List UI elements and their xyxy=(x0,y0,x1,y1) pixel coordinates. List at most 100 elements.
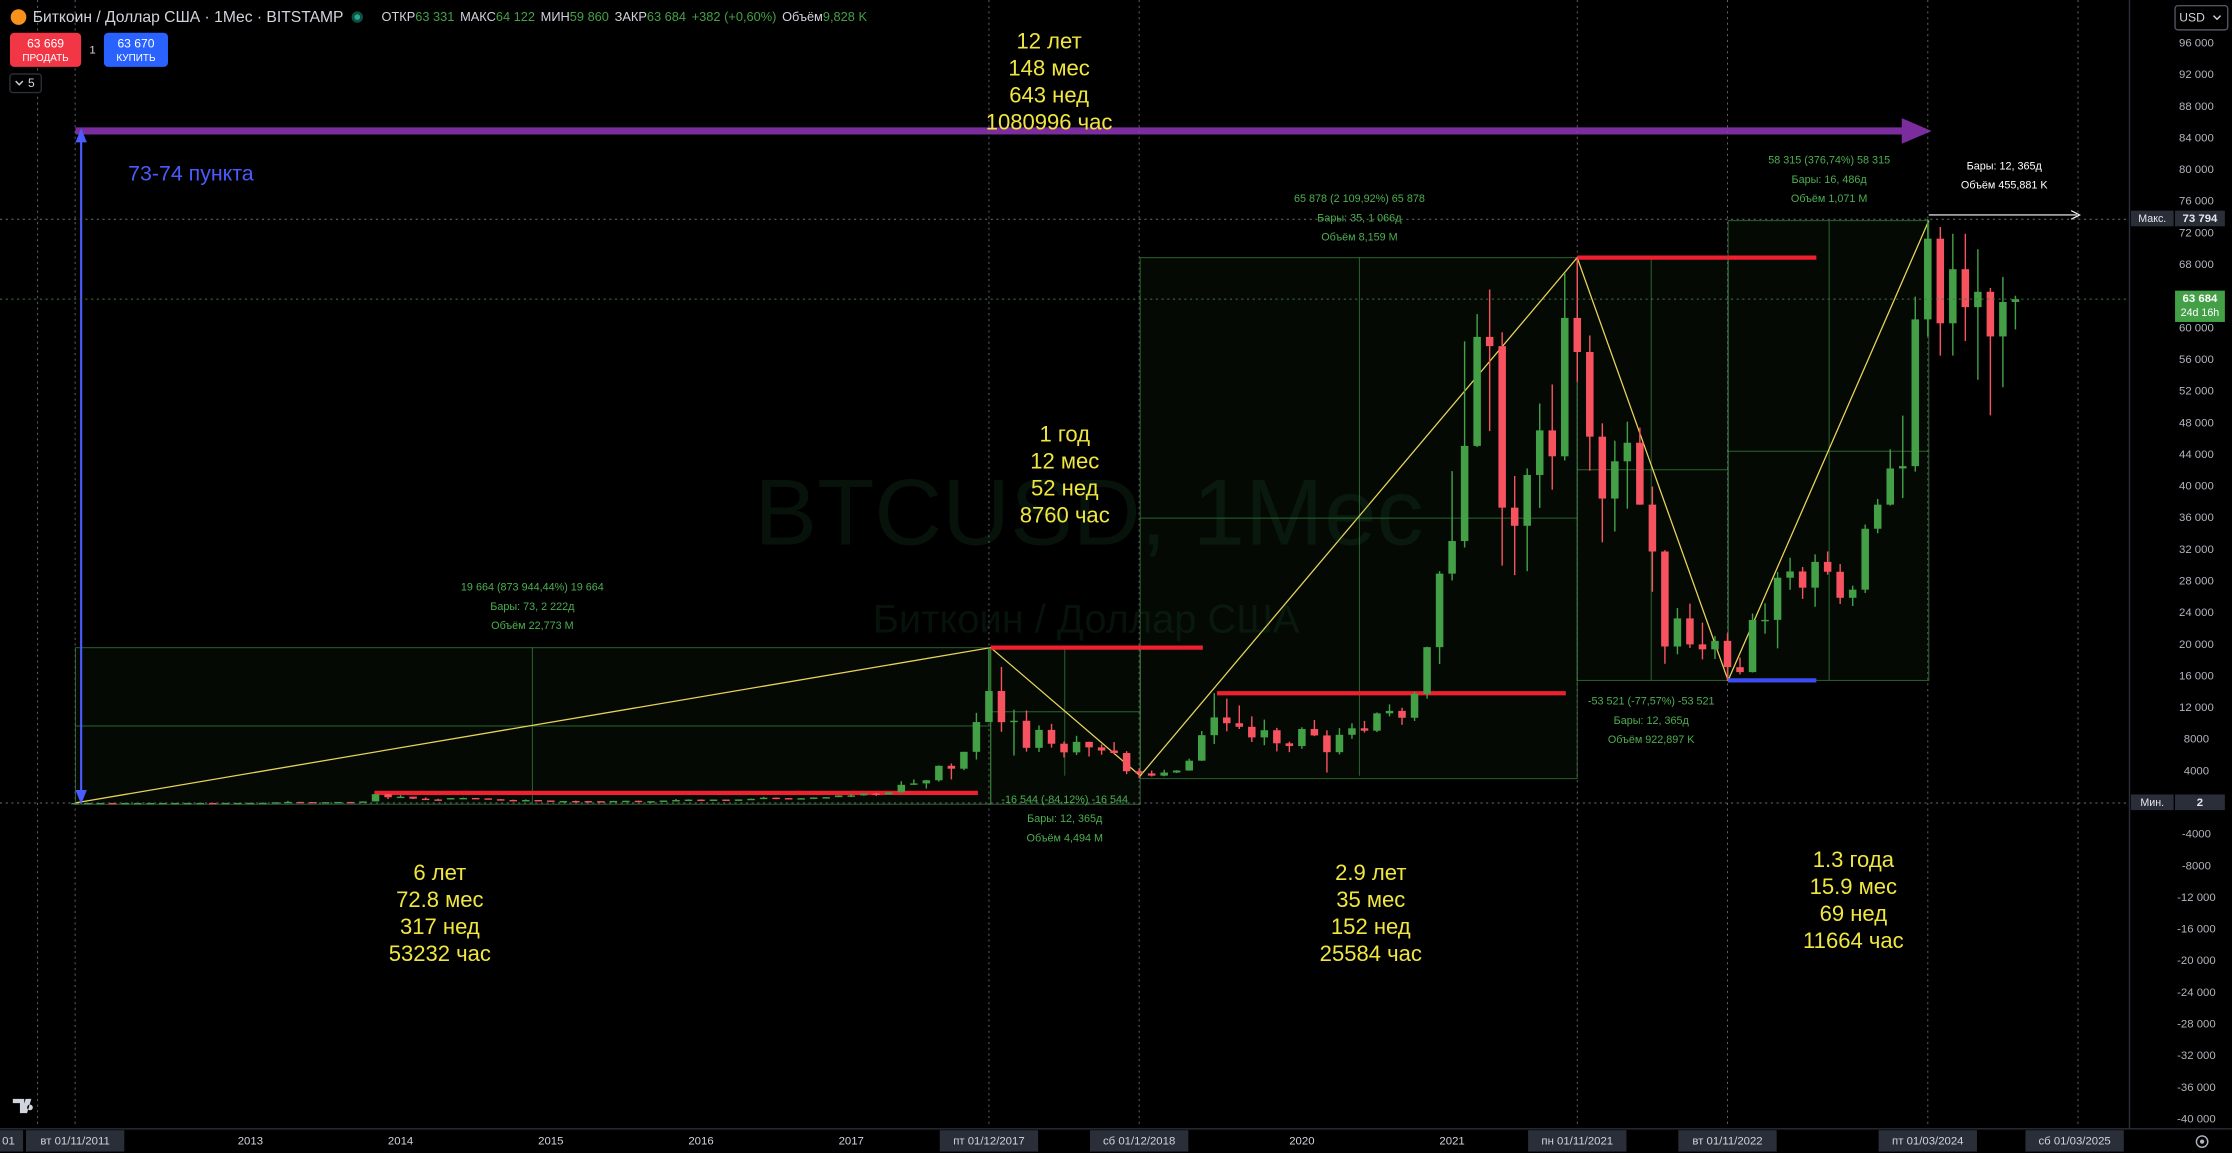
settings[interactable] xyxy=(2195,1135,2209,1149)
settings-icon[interactable] xyxy=(2199,1139,2205,1144)
settings-icon[interactable] xyxy=(2195,1135,2209,1149)
candle-body xyxy=(1460,445,1469,542)
candle-body xyxy=(935,765,943,781)
measure-text: Объём 1,071 M xyxy=(1791,193,1867,205)
price-marker-name: Макс. xyxy=(2138,213,2166,225)
x-tick-label: сб 01/12/2018 xyxy=(1103,1136,1175,1148)
currency-bg[interactable] xyxy=(2174,4,2229,31)
candle-body xyxy=(1260,730,1269,738)
sell-button-bg[interactable] xyxy=(9,32,82,67)
y-tick-label: 24 000 xyxy=(2179,607,2214,619)
measure-text: Объём 4,494 M xyxy=(1027,832,1103,844)
candle-body xyxy=(1510,507,1519,526)
y-tick-label: -4000 xyxy=(2182,829,2211,841)
candle-body xyxy=(772,797,780,800)
y-tick-label: -36 000 xyxy=(2177,1082,2216,1094)
candle-body xyxy=(1523,474,1531,526)
chevron[interactable] xyxy=(2212,15,2222,21)
buy-price[interactable]: 63 670 xyxy=(117,36,154,50)
buy-label[interactable]: КУПИТЬ xyxy=(116,53,156,64)
candle-body xyxy=(822,797,830,799)
x-tick-label: пт 01/12/2017 xyxy=(953,1136,1024,1148)
candle-body xyxy=(784,798,793,800)
price-marker-box xyxy=(2175,290,2225,322)
candle-body xyxy=(1723,640,1732,668)
measure-text: Бары: 73, 2 222д xyxy=(490,601,575,613)
duration-text: 8760 час xyxy=(1020,503,1110,528)
sell-price[interactable]: 63 669 xyxy=(27,36,64,50)
candle-body xyxy=(484,798,492,800)
candle-body xyxy=(847,795,855,797)
x-tick-label: вт 01/11/2011 xyxy=(40,1136,109,1148)
ohlc-label: Объём xyxy=(782,9,823,24)
candle-body xyxy=(1235,723,1244,727)
candle-body xyxy=(496,799,505,801)
candle-body xyxy=(133,802,142,805)
candle-body xyxy=(171,802,180,805)
y-tick-label: 36 000 xyxy=(2179,512,2214,524)
y-tick-label: 44 000 xyxy=(2179,449,2214,461)
ohlc: ОТКР63 331 МАКС64 122 МИН59 860 ЗАКР63 684 +… xyxy=(381,9,867,24)
x-tick-label: сб 01/03/2025 xyxy=(2038,1136,2110,1148)
collapse-count[interactable]: 5 xyxy=(28,76,35,90)
x-tick-box xyxy=(939,1130,1039,1152)
x-tick-label: 2017 xyxy=(839,1136,864,1148)
candle-body xyxy=(83,802,92,805)
duration-text: 35 мес xyxy=(1336,887,1405,912)
duration-text: 2.9 лет xyxy=(1335,860,1406,885)
candle-body xyxy=(672,800,680,802)
x-tick-label: 2020 xyxy=(1289,1136,1314,1148)
candle-body xyxy=(1498,346,1506,508)
candle-body xyxy=(1686,618,1694,645)
candle-body xyxy=(1210,717,1219,736)
candle-body xyxy=(1999,301,2007,337)
currency[interactable]: USD xyxy=(2179,10,2205,24)
candle-body xyxy=(1047,729,1056,744)
candle-body xyxy=(622,800,630,803)
candle-body xyxy=(1873,504,1882,529)
candle-body xyxy=(1110,750,1118,754)
candle-body xyxy=(2011,299,2020,302)
candle-body xyxy=(108,802,117,805)
y-tick-label: -40 000 xyxy=(2177,1113,2216,1125)
x-tick-box xyxy=(1528,1130,1627,1152)
candle-body xyxy=(1197,735,1206,761)
collapse-button[interactable]: 5 xyxy=(9,73,43,94)
candle-body xyxy=(1786,571,1794,578)
currency-select[interactable]: USD xyxy=(2174,4,2229,31)
sell-label[interactable]: ПРОДАТЬ xyxy=(22,53,69,64)
candle-body xyxy=(1698,644,1707,650)
candle-body xyxy=(1711,640,1719,650)
collapse-bg[interactable] xyxy=(9,73,43,94)
candle-body xyxy=(547,800,555,802)
candle-body xyxy=(371,794,380,802)
chevron[interactable] xyxy=(15,80,24,86)
buy-button-bg[interactable] xyxy=(103,32,168,67)
candle-body xyxy=(1122,753,1131,772)
sell-button[interactable]: 63 669 ПРОДАТЬ xyxy=(9,32,82,67)
candle-body xyxy=(1811,561,1819,588)
duration-text: 25584 час xyxy=(1320,941,1422,966)
candle-body xyxy=(1949,269,1957,324)
candle-body xyxy=(1010,720,1018,723)
duration-text: 317 нед xyxy=(400,914,480,939)
measure-text: Бары: 12, 365д xyxy=(1614,715,1690,727)
candle-body xyxy=(1085,741,1093,748)
candle-body xyxy=(1060,743,1068,753)
symbol-logo xyxy=(10,9,27,25)
candle-body xyxy=(684,799,693,802)
candle-body xyxy=(522,800,530,802)
y-tick-label: 32 000 xyxy=(2179,544,2214,556)
candle-body xyxy=(146,802,154,805)
range-arrow-head xyxy=(75,128,87,143)
candle-body xyxy=(1898,466,1907,469)
range-arrow-head xyxy=(75,790,87,805)
candle-body xyxy=(1611,461,1619,499)
measure-box xyxy=(990,647,1141,805)
candle-body xyxy=(1072,741,1081,753)
buy-button[interactable]: 63 670 КУПИТЬ xyxy=(103,32,168,67)
x-tick-label: вт 01/11/2022 xyxy=(1692,1136,1762,1148)
candle-body xyxy=(584,801,593,803)
candle-body xyxy=(1573,317,1582,353)
